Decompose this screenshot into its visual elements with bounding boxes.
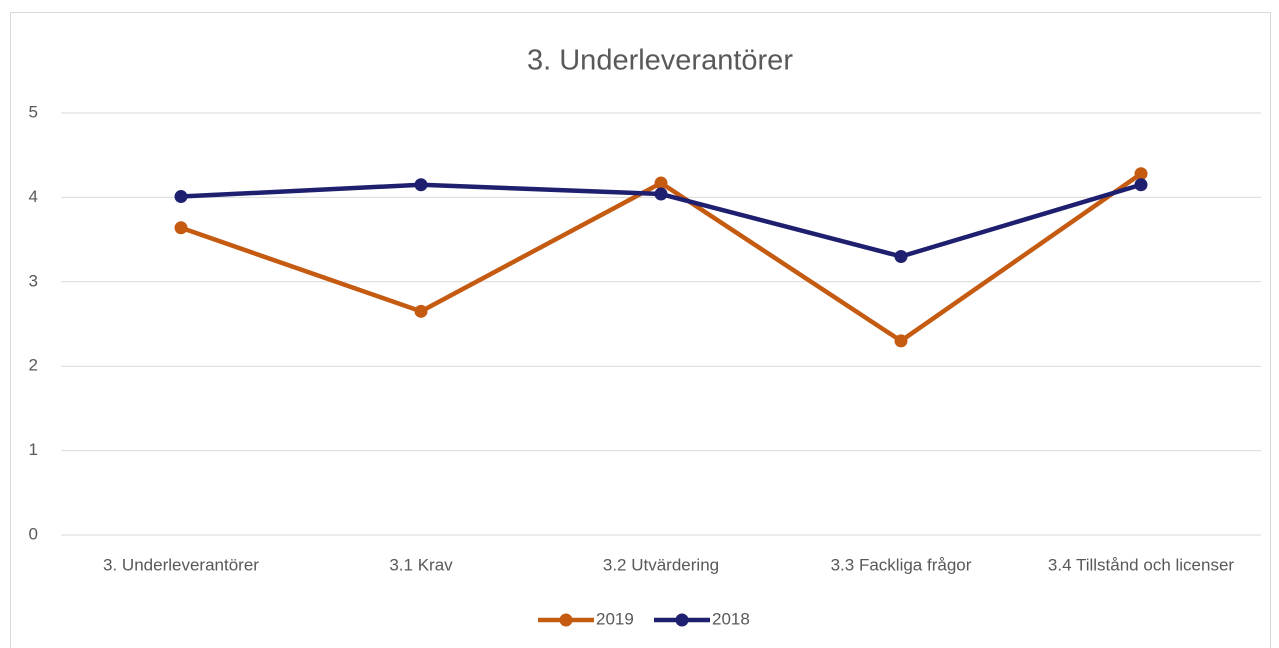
x-tick-label: 3.3 Fackliga frågor <box>831 555 972 574</box>
chart-border <box>10 12 1271 648</box>
x-tick-label: 3.2 Utvärdering <box>603 555 719 574</box>
y-tick-label: 5 <box>29 102 38 121</box>
legend-marker <box>559 613 573 627</box>
legend-label: 2018 <box>712 609 750 628</box>
x-tick-label: 3.1 Krav <box>389 555 453 574</box>
data-point <box>1134 178 1148 192</box>
y-tick-label: 0 <box>29 524 38 543</box>
data-point <box>414 178 428 192</box>
y-tick-label: 4 <box>29 187 38 206</box>
legend-label: 2019 <box>596 609 634 628</box>
y-tick-label: 3 <box>29 271 38 290</box>
legend-marker <box>675 613 689 627</box>
data-point <box>894 249 908 263</box>
data-point <box>894 334 908 348</box>
y-tick-label: 1 <box>29 440 38 459</box>
data-point <box>654 187 668 201</box>
chart-title: 3. Underleverantörer <box>527 45 793 77</box>
x-tick-label: 3.4 Tillstånd och licenser <box>1048 555 1234 574</box>
y-tick-label: 2 <box>29 356 38 375</box>
data-point <box>174 190 188 204</box>
x-tick-label: 3. Underleverantörer <box>103 555 259 574</box>
data-point <box>414 304 428 318</box>
data-point <box>654 176 668 190</box>
data-point <box>1134 167 1148 181</box>
data-point <box>174 221 188 235</box>
